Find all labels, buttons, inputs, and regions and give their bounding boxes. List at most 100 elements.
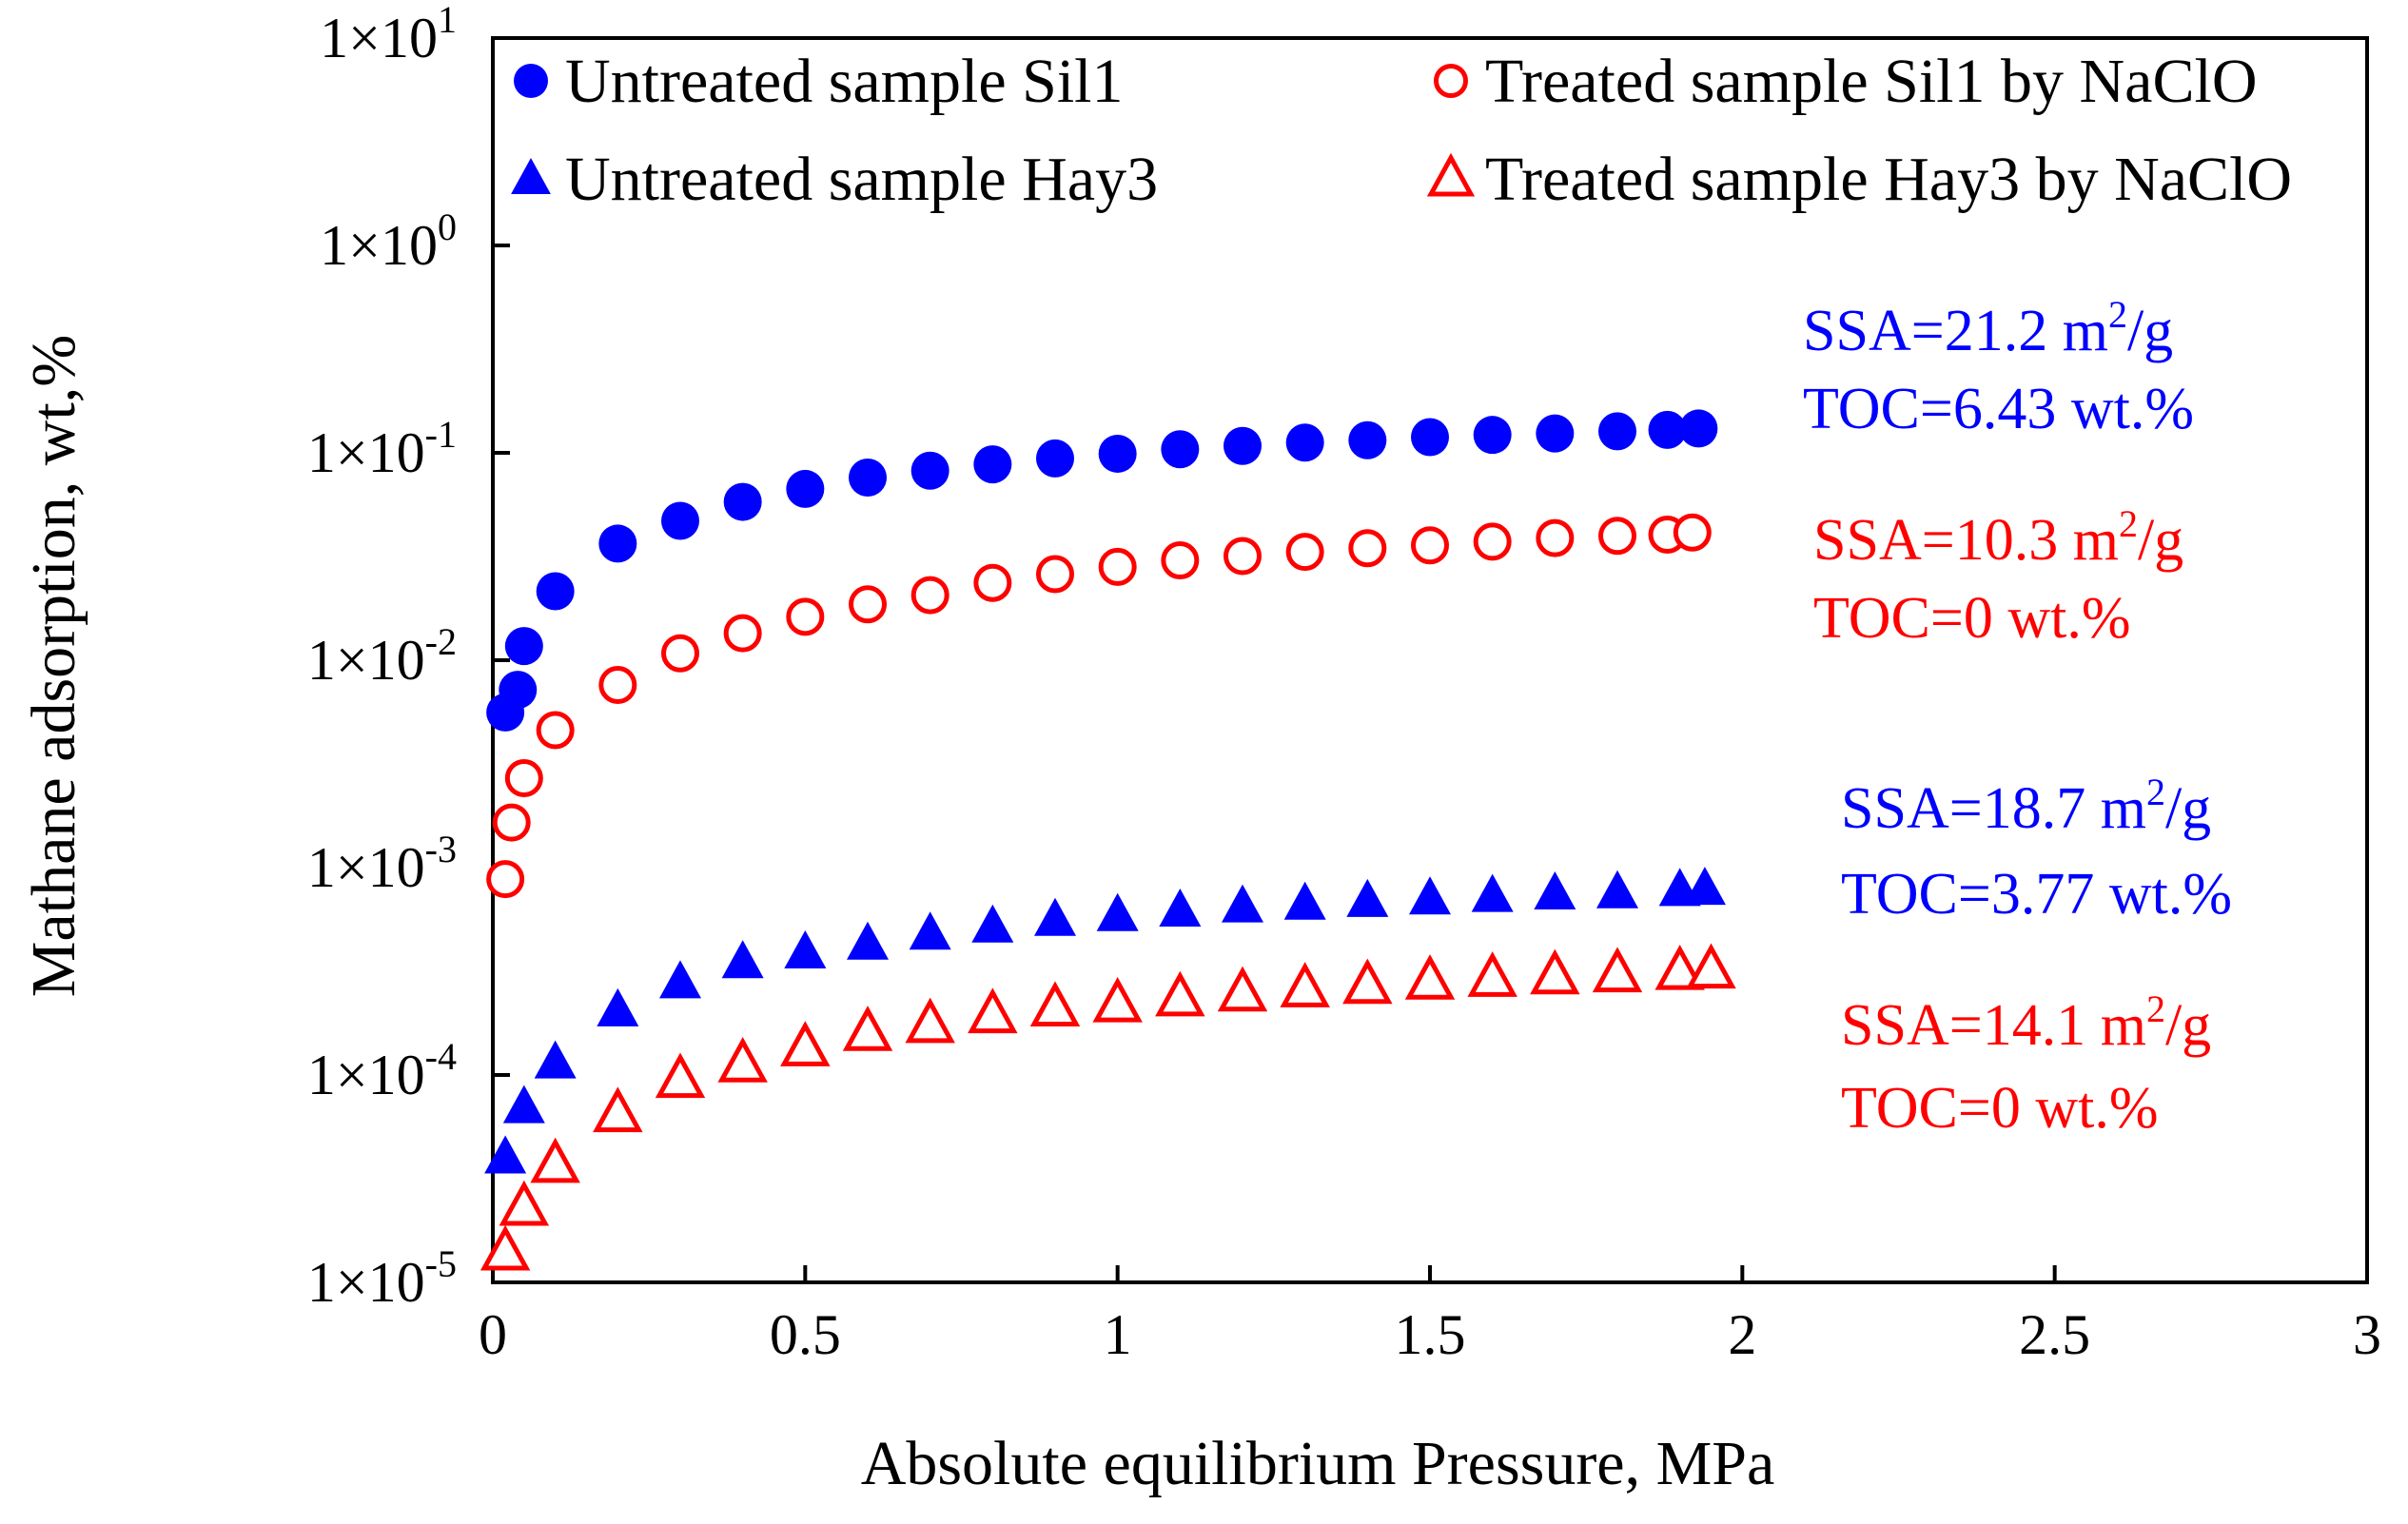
data-point	[1473, 522, 1512, 561]
data-point	[910, 576, 949, 615]
x-tick-label: 0.5	[770, 1303, 841, 1366]
y-axis: 1×101 1×100 1×10-1 1×10-2 1×10-3 1×10-4 1×10-5	[307, 0, 510, 1314]
data-point	[1224, 426, 1262, 465]
data-point	[1686, 943, 1736, 989]
x-tick-label: 2.5	[2019, 1303, 2090, 1366]
data-point	[1471, 873, 1514, 912]
data-point	[1161, 430, 1200, 469]
data-point	[786, 597, 825, 636]
data-point	[480, 1224, 531, 1271]
data-point	[968, 987, 1018, 1034]
y-tick-label: 1×10-3	[307, 828, 457, 899]
data-point	[1592, 947, 1643, 993]
x-axis-title: Absolute equilibrium Pressure, MPa	[861, 1429, 1775, 1498]
data-point	[1098, 434, 1137, 473]
x-tick-label: 2	[1728, 1303, 1756, 1366]
y-tick-label: 1×10-1	[307, 413, 457, 484]
data-point	[971, 904, 1014, 943]
y-tick-label: 1×100	[320, 205, 457, 277]
annotation-toc: TOC=6.43 wt.%	[1803, 377, 2194, 441]
annotation: SSA=21.2 m2/g TOC=6.43 wt.%	[1803, 293, 2194, 441]
data-point	[1530, 948, 1580, 995]
series-3	[484, 867, 1726, 1174]
x-tick-label: 3	[2353, 1303, 2381, 1366]
data-point	[1155, 970, 1205, 1017]
annotations: SSA=21.2 m2/g TOC=6.43 wt.% SSA=10.3 m2/g T…	[1803, 293, 2232, 1141]
data-point	[593, 1086, 643, 1133]
data-point	[1467, 951, 1517, 997]
data-point	[499, 1180, 550, 1226]
y-axis-title: Mathane adsorption, wt,%	[19, 335, 88, 998]
annotation-ssa: SSA=21.2 m2/g	[1803, 293, 2173, 363]
data-point	[849, 458, 887, 497]
legend-item: Untreated sample Hay3	[511, 145, 1158, 214]
data-point	[1598, 517, 1636, 556]
data-point	[849, 585, 887, 624]
data-point	[1654, 944, 1705, 990]
data-point	[661, 634, 699, 673]
data-point	[1029, 981, 1081, 1027]
data-point	[786, 469, 825, 508]
data-point	[1411, 418, 1449, 457]
data-point	[504, 627, 543, 666]
data-point	[717, 1037, 768, 1083]
annotation-toc: TOC=0 wt.%	[1813, 586, 2131, 651]
data-point	[1285, 533, 1324, 572]
data-point	[780, 1021, 831, 1066]
data-point	[723, 614, 762, 653]
data-point	[1034, 897, 1076, 936]
data-point	[1534, 871, 1576, 910]
data-point	[909, 911, 951, 950]
data-point	[842, 1006, 893, 1051]
legend-marker	[511, 157, 551, 194]
data-point	[1536, 414, 1575, 453]
data-point	[1092, 976, 1143, 1023]
data-point	[504, 758, 543, 797]
data-point	[847, 921, 889, 960]
data-point	[1404, 954, 1456, 1000]
data-point	[534, 1040, 577, 1079]
data-point	[1224, 537, 1262, 576]
legend-label: Untreated sample Sil1	[565, 47, 1124, 116]
data-point	[1280, 962, 1330, 1007]
data-series	[480, 409, 1736, 1271]
data-point	[661, 501, 699, 540]
series-4	[480, 943, 1736, 1271]
data-point	[499, 671, 538, 710]
data-point	[502, 1084, 545, 1123]
annotation: SSA=10.3 m2/g TOC=0 wt.%	[1813, 502, 2183, 651]
x-tick-label: 1	[1104, 1303, 1132, 1366]
data-point	[1098, 547, 1137, 586]
annotation: SSA=14.1 m2/g TOC=0 wt.%	[1841, 987, 2211, 1141]
data-point	[536, 711, 575, 750]
data-point	[910, 451, 949, 490]
data-point	[1346, 878, 1389, 917]
data-point	[530, 1137, 580, 1183]
data-point	[484, 1135, 527, 1174]
data-point	[723, 482, 762, 521]
legend-label: Treated sample Hay3 by NaClO	[1485, 145, 2292, 214]
legend-marker	[514, 64, 548, 98]
data-point	[1217, 966, 1268, 1012]
x-tick-label: 0	[479, 1303, 507, 1366]
data-point	[1159, 889, 1202, 928]
annotation-ssa: SSA=18.7 m2/g	[1841, 771, 2211, 841]
data-point	[598, 665, 637, 704]
data-point	[1411, 526, 1449, 565]
data-point	[1673, 513, 1712, 552]
data-point	[1161, 541, 1200, 580]
data-point	[1596, 869, 1638, 909]
annotation-toc: TOC=3.77 wt.%	[1841, 862, 2232, 927]
data-point	[1348, 420, 1387, 459]
y-tick-label: 1×101	[320, 0, 457, 69]
y-tick-label: 1×10-2	[307, 620, 457, 692]
series-1	[486, 409, 1718, 732]
data-point	[1096, 892, 1139, 931]
data-point	[1222, 884, 1263, 923]
legend: Untreated sample Sil1 Treated sample Sil1…	[511, 47, 2292, 214]
legend-label: Treated sample Sil1 by NaClO	[1485, 47, 2258, 116]
data-point	[486, 860, 525, 899]
annotation: SSA=18.7 m2/g TOC=3.77 wt.%	[1841, 771, 2232, 927]
data-point	[1409, 876, 1451, 915]
